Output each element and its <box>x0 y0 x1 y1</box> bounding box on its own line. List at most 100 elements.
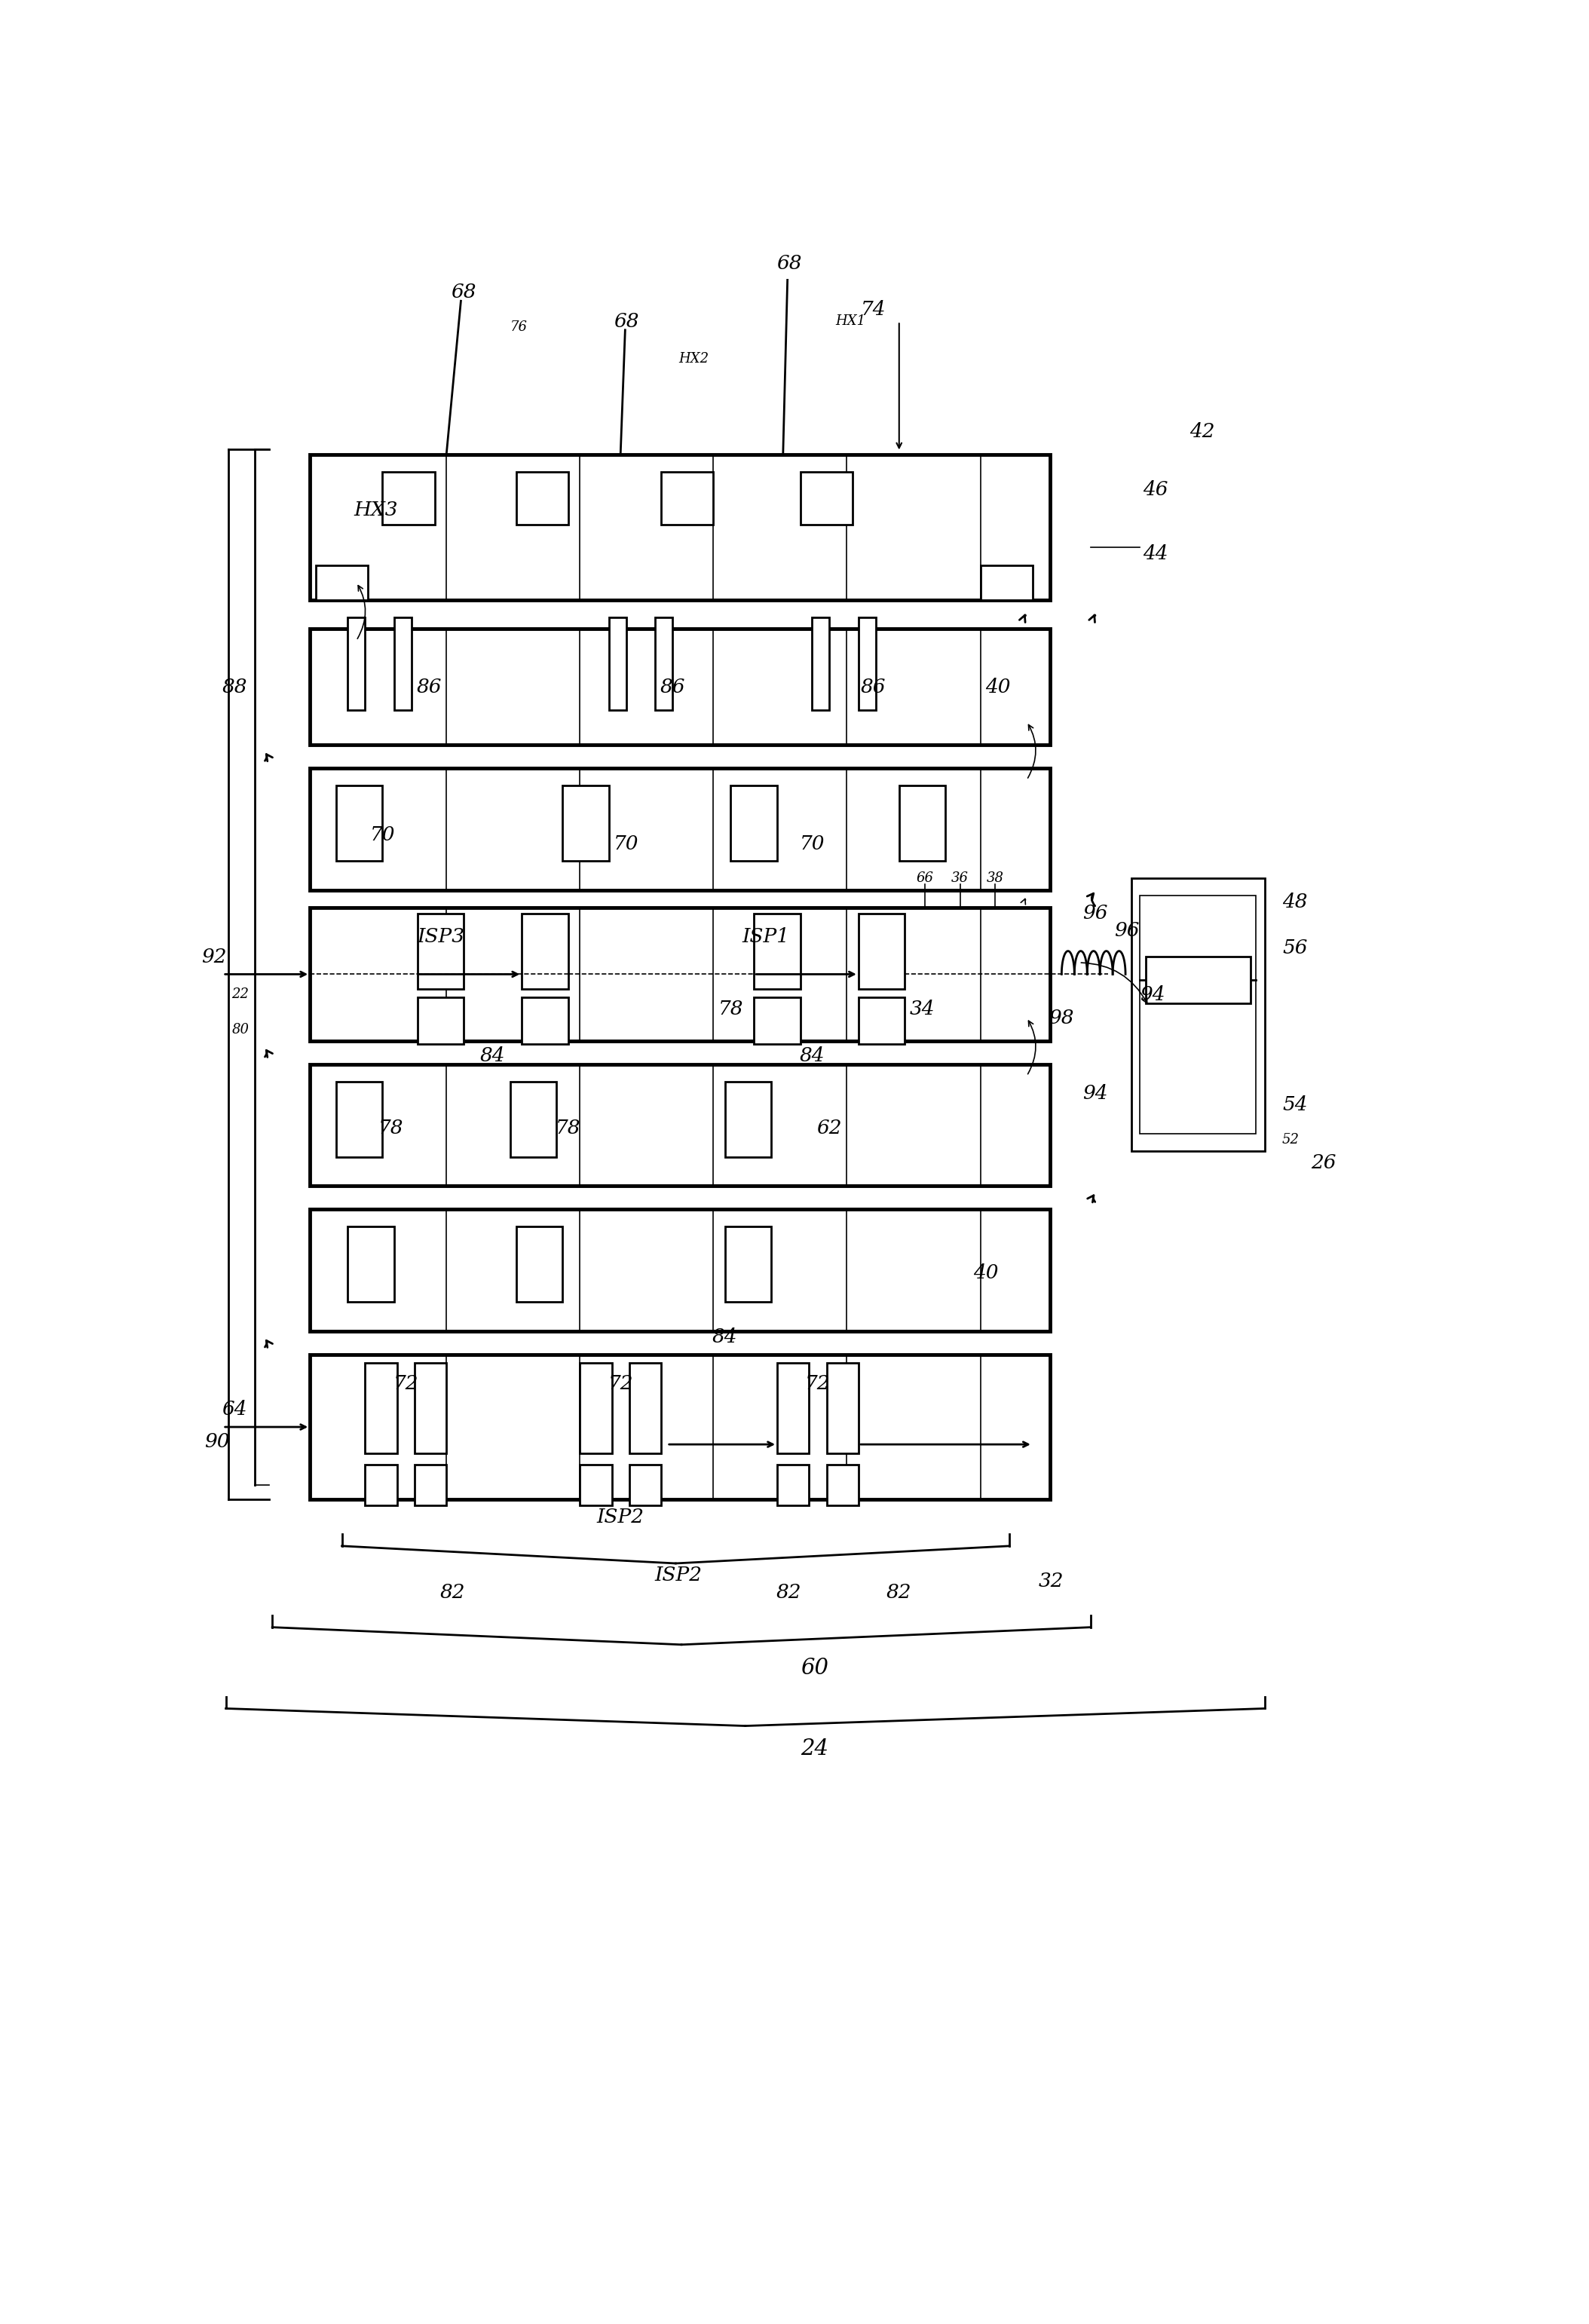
Text: 64: 64 <box>222 1399 248 1420</box>
Text: 78: 78 <box>718 999 744 1018</box>
Text: 74: 74 <box>860 300 885 318</box>
Bar <box>316 565 369 600</box>
Text: 52: 52 <box>1282 1132 1300 1146</box>
Text: ISP3: ISP3 <box>418 927 466 946</box>
Text: 72: 72 <box>806 1373 831 1392</box>
Bar <box>1131 878 1265 1150</box>
Bar <box>310 1355 1050 1499</box>
Text: 70: 70 <box>370 825 396 844</box>
Bar <box>1146 957 1251 1004</box>
Text: 86: 86 <box>860 679 885 697</box>
Bar <box>418 997 464 1043</box>
Bar <box>858 997 904 1043</box>
Text: HX1: HX1 <box>836 314 866 328</box>
Bar <box>310 906 1050 1041</box>
Text: 68: 68 <box>451 284 477 302</box>
Bar <box>777 1464 809 1506</box>
Bar <box>415 1464 447 1506</box>
Bar <box>725 1081 771 1157</box>
Bar <box>310 1208 1050 1332</box>
Text: 98: 98 <box>1049 1009 1074 1027</box>
Text: 60: 60 <box>801 1657 828 1678</box>
Bar <box>521 913 569 988</box>
Text: 90: 90 <box>205 1432 230 1450</box>
Text: 70: 70 <box>613 834 639 853</box>
Bar <box>1139 895 1255 1134</box>
Bar <box>516 472 569 525</box>
Bar <box>365 1364 397 1452</box>
Bar <box>725 1227 771 1301</box>
Text: 70: 70 <box>799 834 825 853</box>
Text: 48: 48 <box>1282 892 1308 911</box>
Bar <box>801 472 853 525</box>
Bar <box>980 565 1033 600</box>
Text: 84: 84 <box>480 1046 505 1064</box>
Text: 40: 40 <box>985 679 1011 697</box>
Bar <box>777 1364 809 1452</box>
Text: 62: 62 <box>817 1118 842 1136</box>
Text: 84: 84 <box>712 1327 737 1346</box>
Bar <box>609 618 626 711</box>
Text: 88: 88 <box>222 679 248 697</box>
Bar <box>899 786 945 862</box>
Text: ISP2: ISP2 <box>597 1508 644 1527</box>
Text: 82: 82 <box>440 1583 466 1601</box>
Bar <box>629 1464 661 1506</box>
Bar <box>337 1081 383 1157</box>
Bar <box>510 1081 556 1157</box>
Bar <box>858 618 876 711</box>
Bar <box>383 472 435 525</box>
Bar <box>629 1364 661 1452</box>
Text: 46: 46 <box>1142 481 1168 500</box>
Bar <box>415 1364 447 1452</box>
Text: 26: 26 <box>1311 1153 1336 1171</box>
Text: 72: 72 <box>609 1373 632 1392</box>
Text: 38: 38 <box>987 872 1004 885</box>
Text: 84: 84 <box>799 1046 825 1064</box>
Text: 86: 86 <box>416 679 442 697</box>
Text: 96: 96 <box>1082 904 1108 923</box>
Text: 34: 34 <box>909 999 934 1018</box>
Bar <box>858 913 904 988</box>
Text: 86: 86 <box>659 679 685 697</box>
Bar <box>310 456 1050 600</box>
Bar <box>812 618 829 711</box>
Bar <box>580 1364 612 1452</box>
Bar <box>731 786 777 862</box>
Text: 32: 32 <box>1038 1571 1063 1590</box>
Bar <box>310 1064 1050 1185</box>
Text: 22: 22 <box>232 988 249 1002</box>
Text: 96: 96 <box>1114 920 1139 941</box>
Text: 94: 94 <box>1139 985 1165 1004</box>
Bar <box>755 997 801 1043</box>
Text: 36: 36 <box>952 872 969 885</box>
Bar <box>337 786 383 862</box>
Bar <box>310 630 1050 746</box>
Bar <box>348 1227 394 1301</box>
Text: 24: 24 <box>801 1738 828 1759</box>
Text: 82: 82 <box>887 1583 912 1601</box>
Text: 66: 66 <box>917 872 934 885</box>
Text: 78: 78 <box>556 1118 582 1136</box>
Text: 80: 80 <box>232 1023 249 1037</box>
Text: 68: 68 <box>613 311 639 330</box>
Text: 78: 78 <box>378 1118 404 1136</box>
Text: 94: 94 <box>1082 1083 1108 1102</box>
Bar <box>310 769 1050 890</box>
Text: HX3: HX3 <box>353 500 397 518</box>
Bar <box>826 1464 858 1506</box>
Text: 40: 40 <box>974 1264 999 1283</box>
Bar <box>418 913 464 988</box>
Text: 82: 82 <box>775 1583 801 1601</box>
Text: 68: 68 <box>775 253 801 272</box>
Text: 56: 56 <box>1282 939 1308 957</box>
Bar <box>521 997 569 1043</box>
Text: HX2: HX2 <box>679 353 709 365</box>
Bar <box>563 786 609 862</box>
Text: 72: 72 <box>392 1373 418 1392</box>
Text: ISP1: ISP1 <box>742 927 790 946</box>
Bar <box>394 618 412 711</box>
Bar <box>661 472 713 525</box>
Bar <box>755 913 801 988</box>
Text: 42: 42 <box>1189 423 1214 442</box>
